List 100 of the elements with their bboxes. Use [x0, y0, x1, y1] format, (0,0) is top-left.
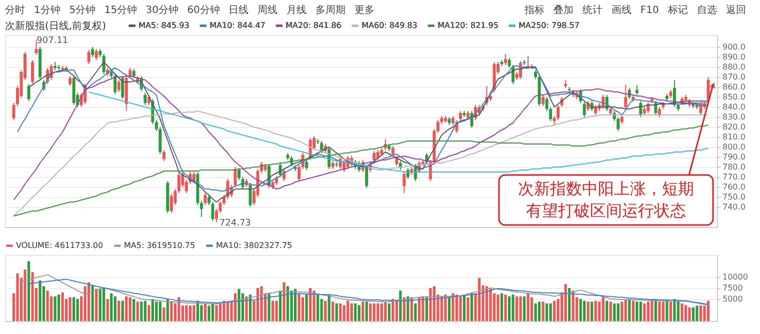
bar [628, 299, 631, 321]
y-tick-label: 5000 [722, 294, 743, 304]
bar [282, 282, 286, 321]
bar [275, 300, 278, 321]
bar [218, 303, 222, 321]
bar [335, 303, 338, 321]
bar [110, 293, 113, 321]
bar [158, 302, 162, 321]
bar [46, 290, 49, 321]
bar [286, 286, 290, 321]
bar [24, 270, 26, 321]
bar [586, 302, 590, 321]
bar [594, 300, 597, 321]
text: 分时 [5, 4, 25, 16]
text: 叠加 [553, 4, 574, 16]
bar [238, 288, 240, 321]
annotation: 次新指数中阳上涨，短期有望打破区间运行状态 [518, 180, 694, 220]
bar [256, 288, 260, 321]
bar [84, 286, 86, 321]
y-tick-label: 870.0 [722, 72, 746, 82]
bar [354, 303, 357, 321]
bar [305, 294, 308, 321]
bar [91, 285, 94, 321]
bar [455, 294, 458, 321]
bar [590, 302, 594, 321]
bar [500, 293, 504, 321]
bar [245, 296, 248, 321]
bar [365, 302, 368, 321]
bar [114, 296, 116, 321]
bar [452, 293, 454, 321]
bar [459, 296, 462, 321]
bar [332, 302, 334, 321]
bar [222, 300, 226, 321]
bar [496, 294, 500, 321]
bar [68, 297, 72, 321]
text: 多周期 [316, 4, 346, 16]
bar [144, 300, 146, 321]
bar [278, 290, 282, 321]
bar [121, 300, 124, 321]
bar [376, 303, 380, 321]
bar [208, 306, 210, 321]
bar [546, 303, 548, 321]
y-tick-label: 860.0 [722, 82, 746, 92]
bar [692, 307, 695, 321]
bar [211, 303, 214, 321]
bar [328, 294, 330, 321]
bar [643, 303, 646, 321]
bar [414, 303, 417, 321]
bar [564, 284, 567, 321]
bar [16, 273, 19, 321]
bar [31, 272, 34, 321]
y-tick-label: 830.0 [722, 112, 746, 122]
bar [673, 299, 676, 321]
bar [542, 302, 544, 321]
bar [342, 305, 346, 321]
bar [339, 303, 342, 321]
text: 返回 [726, 4, 746, 16]
bar [696, 306, 698, 321]
bar [118, 300, 120, 321]
legend-label: MA5: 3619510.75 [124, 240, 196, 250]
bar [316, 294, 320, 321]
text: 60分钟 [187, 4, 220, 16]
bar [395, 300, 398, 321]
bar [362, 302, 364, 321]
bar [680, 303, 684, 321]
y-tick-label: 760.0 [722, 182, 746, 192]
y-tick-label: 780.0 [722, 162, 746, 172]
bar [268, 293, 270, 321]
bar [440, 296, 444, 321]
bar [399, 290, 402, 321]
bar [106, 299, 109, 321]
bar [188, 306, 192, 321]
y-tick-label: 900.0 [722, 42, 746, 52]
text: 指标 [523, 4, 544, 16]
bar [350, 303, 353, 321]
y-tick-label: 850.0 [722, 92, 746, 102]
bar [204, 303, 207, 321]
bar [699, 306, 702, 321]
bar [226, 302, 230, 321]
bar [646, 302, 650, 321]
bar [662, 302, 664, 321]
bar [151, 299, 154, 321]
bar [432, 286, 436, 321]
legend-label: VOLUME: 4611733.00 [16, 240, 104, 250]
text: 日线 [228, 4, 249, 16]
bar [654, 300, 657, 321]
bar [508, 296, 511, 321]
bar [95, 288, 98, 321]
bar [636, 302, 638, 321]
bar [624, 299, 627, 321]
bar [538, 302, 541, 321]
y-tick-label: 770.0 [722, 172, 746, 182]
legend-label: MA10: 3802327.75 [216, 240, 292, 250]
y-tick-label: 810.0 [722, 132, 746, 142]
bar [200, 305, 203, 321]
bar [485, 286, 488, 321]
bar [632, 300, 634, 321]
bar [170, 302, 173, 321]
bar [579, 299, 582, 321]
bar [425, 297, 428, 321]
